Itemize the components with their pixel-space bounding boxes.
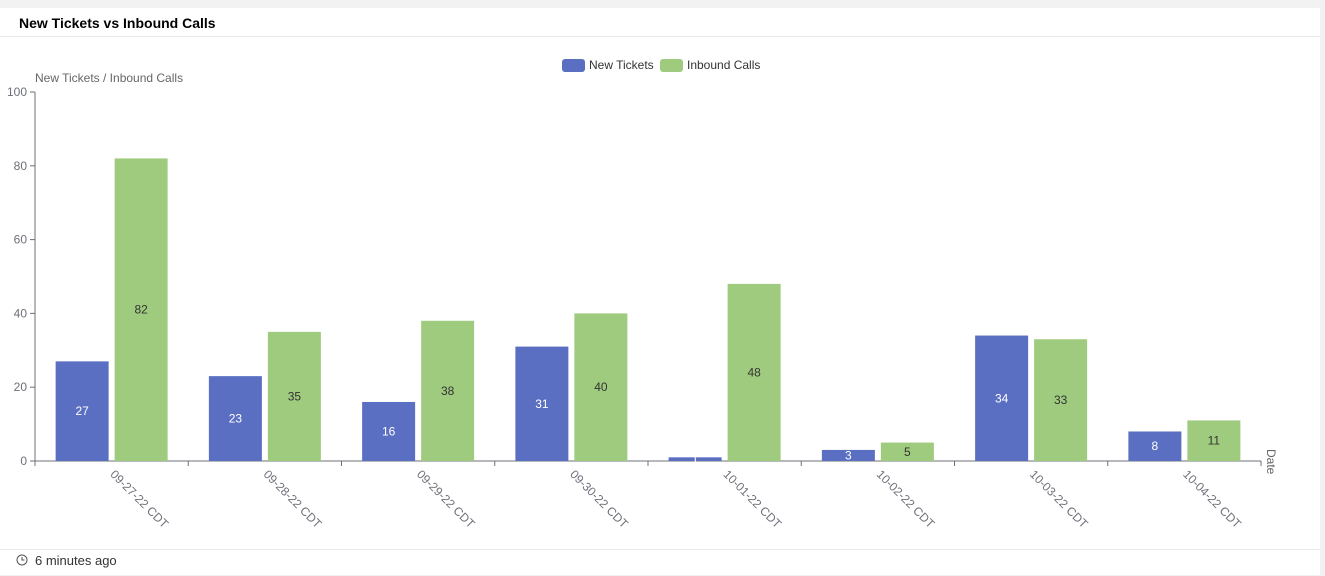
bar-inbound-calls [114, 158, 168, 462]
panel-header: New Tickets vs Inbound Calls [0, 8, 1320, 37]
bar-inbound-calls [727, 283, 781, 461]
data-label: 38 [441, 384, 455, 398]
y-tick-label: 100 [7, 85, 27, 99]
bar-new-tickets [208, 376, 262, 461]
data-label: 23 [229, 412, 243, 426]
data-label: 8 [1152, 439, 1159, 453]
y-tick-label: 0 [20, 454, 27, 468]
legend-label-2: Inbound Calls [687, 58, 760, 72]
data-label: 31 [535, 397, 549, 411]
bar-inbound-calls [1187, 420, 1241, 461]
x-tick-label: 10-03-22 CDT [1027, 467, 1091, 531]
x-tick-label: 09-30-22 CDT [567, 467, 631, 531]
data-label: 40 [594, 380, 608, 394]
data-label: 82 [134, 303, 148, 317]
bar-new-tickets [55, 361, 109, 461]
data-label: 27 [75, 404, 89, 418]
bar-new-tickets [1128, 431, 1182, 461]
data-label: 34 [995, 391, 1009, 405]
bar-inbound-calls [421, 320, 475, 461]
bar-new-tickets [515, 346, 569, 461]
bar-new-tickets [668, 457, 722, 461]
data-label: 1 [692, 452, 699, 466]
y-tick-label: 20 [14, 380, 28, 394]
bar-new-tickets [362, 401, 416, 461]
y-tick-label: 60 [14, 233, 28, 247]
x-tick-label: 09-27-22 CDT [108, 467, 172, 531]
x-axis-title: Date [1264, 449, 1278, 475]
bar-new-tickets [821, 449, 875, 461]
data-label: 16 [382, 424, 396, 438]
data-label: 3 [845, 448, 852, 462]
y-tick-label: 80 [14, 159, 28, 173]
y-tick-label: 40 [14, 306, 28, 320]
bar-chart: New Tickets Inbound Calls New Tickets / In… [7, 58, 1278, 531]
panel-title: New Tickets vs Inbound Calls [19, 15, 216, 31]
bar-inbound-calls [1034, 339, 1088, 461]
bar-inbound-calls [880, 442, 934, 461]
panel-footer: 6 minutes ago [0, 549, 1320, 576]
data-label: 11 [1208, 434, 1221, 448]
legend-label-1: New Tickets [589, 58, 654, 72]
chart-panel: New Tickets vs Inbound Calls New Tickets… [0, 8, 1320, 575]
bar-inbound-calls [267, 331, 321, 461]
y-axis-title: New Tickets / Inbound Calls [35, 71, 183, 85]
x-tick-label: 10-01-22 CDT [721, 467, 785, 531]
last-updated-text: 6 minutes ago [35, 553, 117, 568]
x-tick-label: 09-29-22 CDT [414, 467, 478, 531]
legend-swatch-2 [660, 59, 683, 72]
x-tick-label: 10-02-22 CDT [874, 467, 938, 531]
data-label: 5 [904, 445, 911, 459]
data-label: 35 [288, 389, 302, 403]
legend-swatch-1 [562, 59, 585, 72]
bar-new-tickets [975, 335, 1029, 461]
bar-inbound-calls [574, 313, 628, 461]
data-label: 33 [1054, 393, 1068, 407]
clock-icon [16, 554, 28, 566]
x-tick-label: 09-28-22 CDT [261, 467, 325, 531]
data-label: 48 [747, 365, 761, 379]
x-tick-label: 10-04-22 CDT [1180, 467, 1244, 531]
